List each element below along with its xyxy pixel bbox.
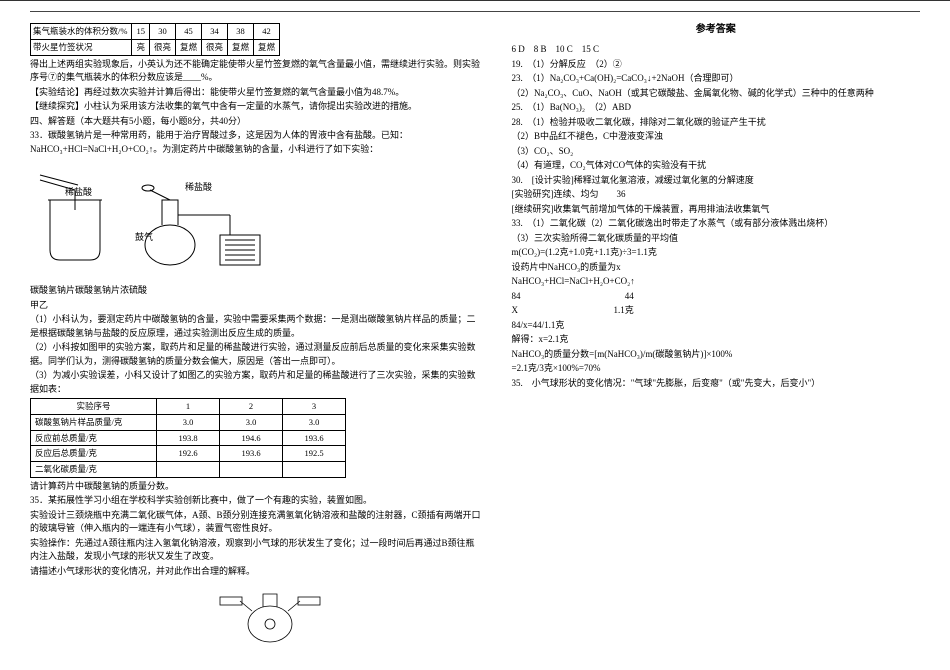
ratio-left: 84: [512, 290, 552, 304]
paragraph: 【继续探究】小柱认为采用该方法收集的氧气中含有一定量的水蒸气，请你提出实验改进的…: [30, 100, 482, 114]
cell: 45: [175, 24, 201, 40]
paragraph: （3）为减小实验误差，小科又设计了如图乙的实验方案，取药片和足量的稀盐酸进行了三…: [30, 369, 482, 396]
cell: 带火星竹签状况: [31, 39, 132, 55]
paragraph: 35．某拓展性学习小组在学校科学实验创新比赛中，做了一个有趣的实验，装置如图。: [30, 494, 482, 508]
paragraph: 【实验结论】再经过数次实验并计算后得出：能使带火星竹签复燃的氧气含量最小值为48…: [30, 86, 482, 100]
table-experiment: 实验序号 1 2 3 碳酸氢钠片样品质量/克 3.0 3.0 3.0 反应前总质…: [30, 398, 346, 478]
answer-line: 25. （1）Ba(NO₃)₂ （2）ABD: [512, 101, 921, 115]
cell: 30: [149, 24, 175, 40]
answer-line: （3）三次实验所得二氧化碳质量的平均值: [512, 232, 921, 246]
answer-line: NaHCO₃的质量分数=[m(NaHCO₃)/m(碳酸氢钠片)]×100%: [512, 348, 921, 362]
cell: 34: [202, 24, 228, 40]
answer-line: （2）Na₂CO₃、CuO、NaOH（或其它碳酸盐、金属氧化物、碱的化学式）三种…: [512, 87, 921, 101]
answer-line: 23. （1）Na₂CO₃+Ca(OH)₂=CaCO₃↓+2NaOH（合理即可）: [512, 72, 921, 86]
cell: [157, 462, 220, 478]
answer-line: [实验研究]连续、均匀 36: [512, 188, 921, 202]
cell: 1: [157, 399, 220, 415]
cell: 192.5: [283, 446, 346, 462]
paragraph: 请描述小气球形状的变化情况，并对此作出合理的解释。: [30, 565, 482, 579]
table-row: 反应前总质量/克 193.8 194.6 193.6: [31, 430, 346, 446]
table-row: 二氧化碳质量/克: [31, 462, 346, 478]
answer-title: 参考答案: [512, 22, 921, 37]
label: 稀盐酸: [185, 181, 212, 192]
paragraph: （2）小科按如图甲的实验方案，取药片和足量的稀盐酸进行实验，通过测量反应前后总质…: [30, 341, 482, 368]
answer-line: NaHCO₃+HCl=NaCl+H₂O+CO₂↑: [512, 275, 921, 289]
cell: 38: [228, 24, 254, 40]
answer-line: 30. [设计实验]稀释过氧化氢溶液，减缓过氧化氢的分解速度: [512, 174, 921, 188]
cell: 192.6: [157, 446, 220, 462]
ratio-left: X: [512, 304, 552, 318]
cell: 193.6: [220, 446, 283, 462]
cell: 3: [283, 399, 346, 415]
answer-line: 解得：x=2.1克: [512, 333, 921, 347]
cell: 二氧化碳质量/克: [31, 462, 157, 478]
answer-line: 35. 小气球形状的变化情况："气球"先膨胀，后变瘪"（或"先变大，后变小"）: [512, 377, 921, 391]
table-row: 带火星竹签状况 亮 很亮 复燃 很亮 复燃 复燃: [31, 39, 280, 55]
table-row: 反应后总质量/克 192.6 193.6 192.5: [31, 446, 346, 462]
cell: 碳酸氢钠片样品质量/克: [31, 414, 157, 430]
cell: 42: [254, 24, 280, 40]
answer-line: X 1.1克: [512, 304, 921, 318]
ratio-right: 1.1克: [554, 304, 634, 318]
answer-line: （3）CO₂、SO₂: [512, 145, 921, 159]
left-column: 集气瓶装水的体积分数/% 15 30 45 34 38 42 带火星竹签状况 亮…: [30, 21, 482, 650]
top-rule: [30, 11, 920, 12]
cell: 复燃: [175, 39, 201, 55]
answer-line: 28. （1）检验并吸收二氧化碳，排除对二氧化碳的验证产生干扰: [512, 116, 921, 130]
answer-line: [继续研究]收集氧气前增加气体的干燥装置，再用排油法收集氧气: [512, 203, 921, 217]
cell: [220, 462, 283, 478]
cell: 193.6: [283, 430, 346, 446]
answer-line: 84 44: [512, 290, 921, 304]
answer-line: =2.1克/3克×100%=70%: [512, 362, 921, 376]
cell: [283, 462, 346, 478]
paragraph: 实验设计三颈烧瓶中充满二氧化碳气体，A颈、B颈分别连接充满氢氧化钠溶液和盐酸的注…: [30, 509, 482, 536]
table-row: 实验序号 1 2 3: [31, 399, 346, 415]
cell: 193.8: [157, 430, 220, 446]
cell: 反应前总质量/克: [31, 430, 157, 446]
cell: 2: [220, 399, 283, 415]
table-oxygen: 集气瓶装水的体积分数/% 15 30 45 34 38 42 带火星竹签状况 亮…: [30, 23, 280, 56]
cell: 复燃: [254, 39, 280, 55]
cell: 集气瓶装水的体积分数/%: [31, 24, 132, 40]
experiment-figure: 稀盐酸 稀盐酸 鼓气: [30, 160, 290, 280]
answer-line: 6 D 8 B 10 C 15 C: [512, 43, 921, 57]
label: 稀盐酸: [65, 186, 92, 197]
paragraph: 四、解答题（本大题共有5小题，每小题8分，共40分）: [30, 115, 482, 129]
ratio-right: 44: [554, 290, 634, 304]
cell: 很亮: [149, 39, 175, 55]
cell: 反应后总质量/克: [31, 446, 157, 462]
cell: 3.0: [283, 414, 346, 430]
cell: 3.0: [220, 414, 283, 430]
cell: 实验序号: [31, 399, 157, 415]
answer-line: （4）有道理，CO₂气体对CO气体的实验没有干扰: [512, 159, 921, 173]
table-row: 集气瓶装水的体积分数/% 15 30 45 34 38 42: [31, 24, 280, 40]
cell: 194.6: [220, 430, 283, 446]
answer-line: 84/x=44/1.1克: [512, 319, 921, 333]
caption: 甲乙: [30, 299, 482, 313]
answer-line: 设药片中NaHCO₃的质量为x: [512, 261, 921, 275]
three-neck-flask-icon: [180, 579, 360, 649]
paragraph: （1）小科认为，要测定药片中碳酸氢钠的含量，实验中需要采集两个数据：一是测出碳酸…: [30, 313, 482, 340]
paragraph: 得出上述两组实验现象后，小英认为还不能确定能使带火星竹签复燃的氧气含量最小值，需…: [30, 58, 482, 85]
apparatus-icon: 稀盐酸 稀盐酸 鼓气: [30, 160, 290, 280]
cell: 复燃: [228, 39, 254, 55]
answer-line: （2）B中品红不褪色，C中澄液变浑浊: [512, 130, 921, 144]
label: 鼓气: [135, 231, 153, 242]
cell: 15: [132, 24, 150, 40]
answer-line: 33. （1）二氧化碳（2）二氧化碳逸出时带走了水蒸气（或有部分液体溅出烧杯）: [512, 217, 921, 231]
cell: 3.0: [157, 414, 220, 430]
cell: 亮: [132, 39, 150, 55]
paragraph: 33．碳酸氢钠片是一种常用药，能用于治疗胃酸过多，这是因为人体的胃液中含有盐酸。…: [30, 129, 482, 156]
cell: 很亮: [202, 39, 228, 55]
table-row: 碳酸氢钠片样品质量/克 3.0 3.0 3.0: [31, 414, 346, 430]
flask-figure: [180, 579, 360, 649]
right-column: 参考答案 6 D 8 B 10 C 15 C 19. （1）分解反应 （2）② …: [512, 21, 921, 650]
paragraph: 请计算药片中碳酸氢钠的质量分数。: [30, 480, 482, 494]
answer-line: 19. （1）分解反应 （2）②: [512, 58, 921, 72]
paragraph: 实验操作：先通过A颈往瓶内注入氢氧化钠溶液，观察到小气球的形状发生了变化；过一段…: [30, 537, 482, 564]
answer-line: m(CO₂)=(1.2克+1.0克+1.1克)÷3=1.1克: [512, 246, 921, 260]
caption: 碳酸氢钠片碳酸氢钠片浓硫酸: [30, 284, 482, 298]
